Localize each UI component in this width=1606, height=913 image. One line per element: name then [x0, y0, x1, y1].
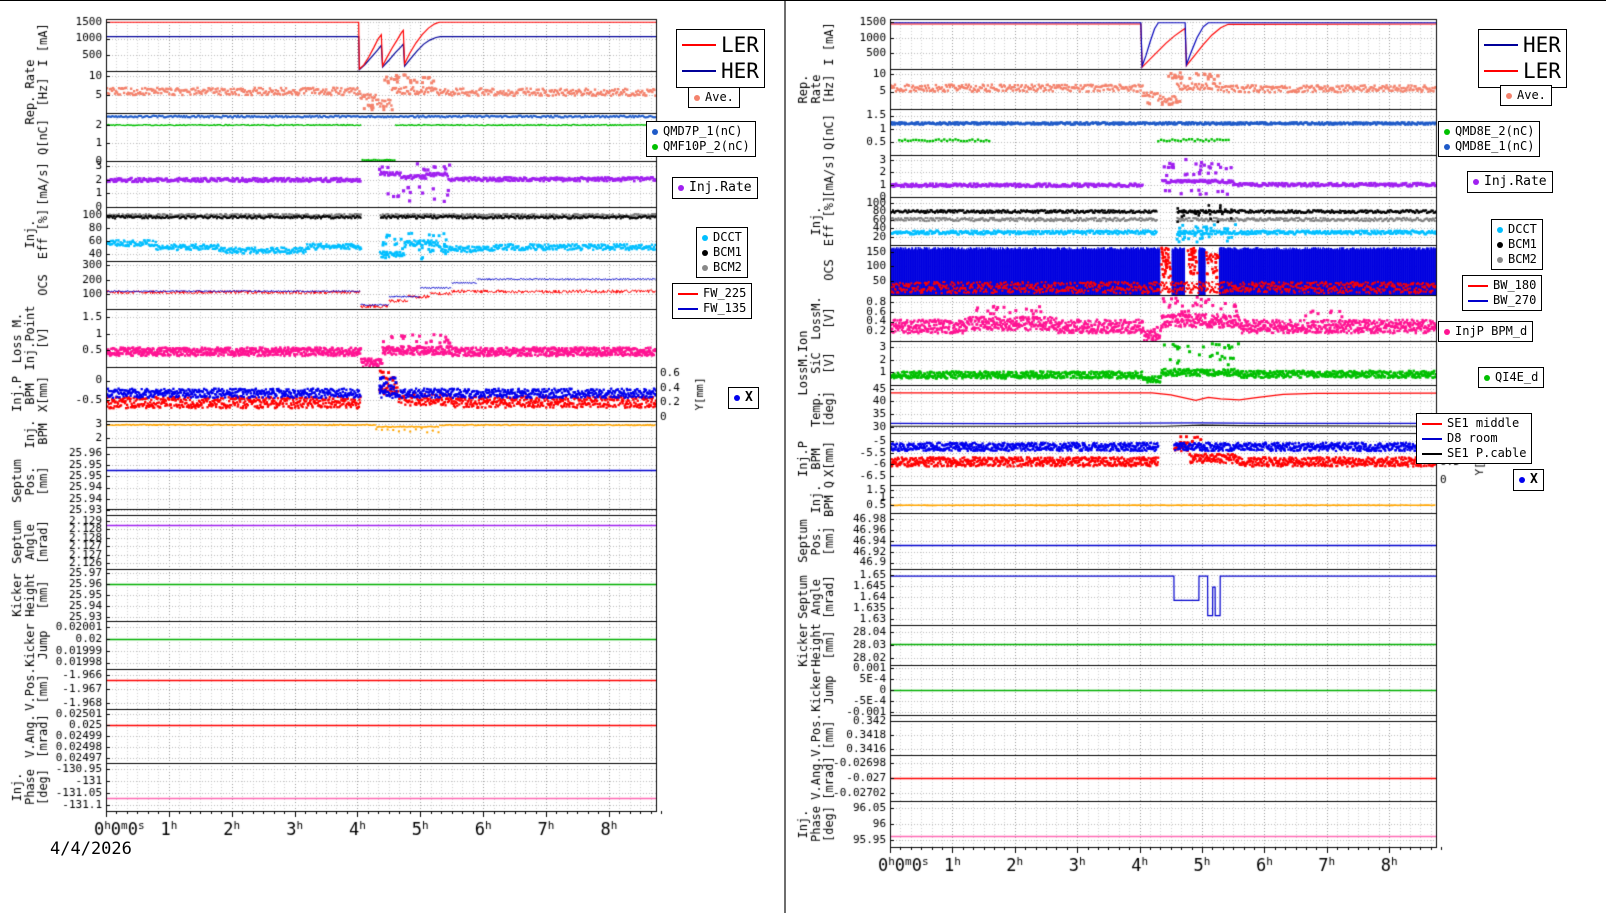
ler-injection-chart [0, 1, 784, 913]
date-label: 4/4/2026 [50, 839, 132, 859]
panel-ler-injection: LER HER Ave. QMD7P_1(nC) QMF10P_2(nC) Inj.Rat… [0, 1, 786, 913]
panel-her-injection: HER LER Ave. QMD8E_2(nC) QMD8E_1(nC) Inj.Rate… [786, 1, 1606, 913]
her-injection-chart [786, 1, 1606, 913]
